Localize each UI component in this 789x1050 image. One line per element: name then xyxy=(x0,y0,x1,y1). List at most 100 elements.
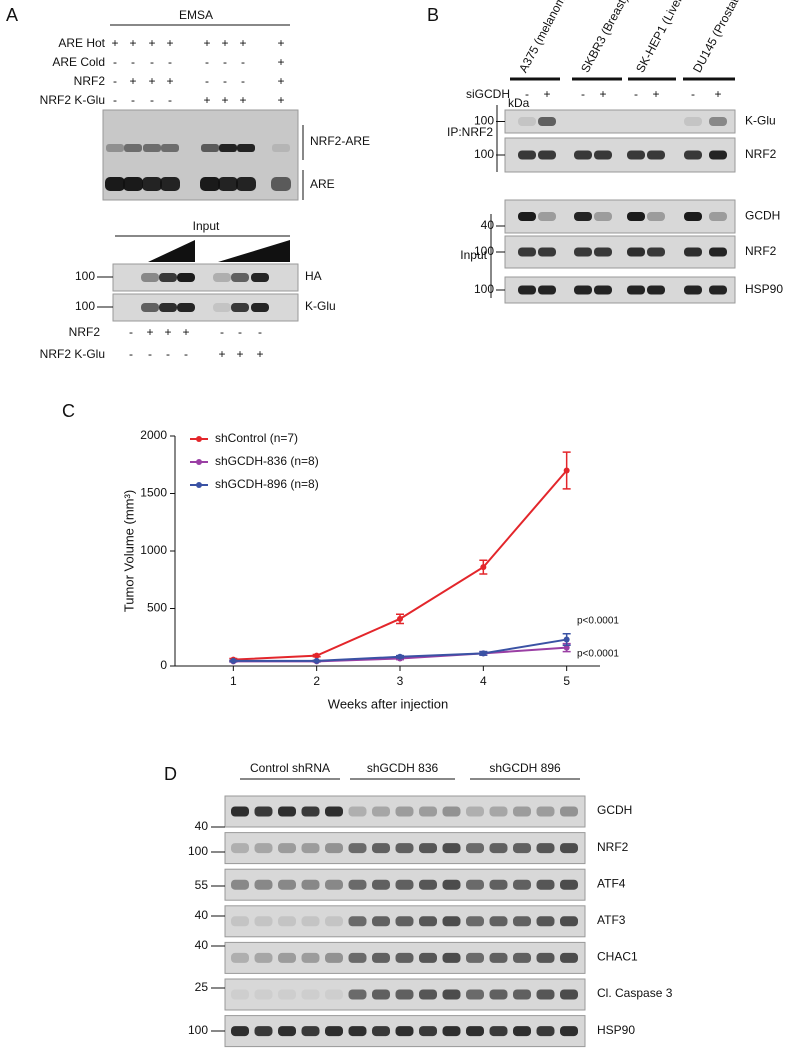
band xyxy=(348,989,367,1000)
band xyxy=(466,806,484,817)
blot-label: GCDH xyxy=(597,803,632,817)
cell-line: SK-HEP1 (Liver) xyxy=(633,0,687,75)
band xyxy=(647,285,665,295)
band xyxy=(560,952,578,963)
sign: - xyxy=(223,55,227,69)
band xyxy=(560,879,578,890)
mw-marker: 40 xyxy=(195,908,209,922)
band xyxy=(647,212,665,221)
sign: - xyxy=(634,87,638,101)
row-label: ARE Hot xyxy=(58,36,105,50)
band xyxy=(574,212,592,221)
sign: + xyxy=(146,325,153,339)
band xyxy=(574,285,592,295)
sign: + xyxy=(599,87,606,101)
band xyxy=(574,150,592,160)
blot-label: ATF3 xyxy=(597,913,626,927)
band xyxy=(395,916,414,927)
band xyxy=(489,843,508,854)
band xyxy=(513,843,531,854)
y-tick-label: 1000 xyxy=(140,543,167,557)
band xyxy=(372,1026,390,1037)
panel-label: C xyxy=(62,401,75,421)
band xyxy=(419,916,437,927)
input-label: Input xyxy=(193,219,220,233)
sign: + xyxy=(239,36,246,50)
band xyxy=(538,212,556,221)
band xyxy=(348,879,367,890)
band xyxy=(538,150,556,160)
sign: + xyxy=(221,36,228,50)
sign: - xyxy=(168,93,172,107)
band xyxy=(536,879,555,890)
band xyxy=(348,1026,367,1037)
band-label: ARE xyxy=(310,177,335,191)
legend-dot xyxy=(196,436,202,442)
y-axis-label: Tumor Volume (mm³) xyxy=(121,490,136,612)
blot-label: HSP90 xyxy=(745,282,783,296)
point xyxy=(397,653,403,660)
band xyxy=(627,285,645,295)
mw-marker: 100 xyxy=(188,1023,208,1037)
cell-line: DU145 (Prostate) xyxy=(690,0,746,75)
legend-label: shGCDH-836 (n=8) xyxy=(215,454,319,468)
input-label: Input xyxy=(460,248,487,262)
band xyxy=(594,285,612,295)
legend-dot xyxy=(196,459,202,465)
sign: - xyxy=(113,55,117,69)
band xyxy=(489,1026,508,1037)
band xyxy=(372,916,390,927)
band xyxy=(518,150,536,160)
band xyxy=(513,1026,531,1037)
band xyxy=(684,285,702,295)
band xyxy=(684,150,702,160)
band xyxy=(594,247,612,257)
band xyxy=(278,843,296,854)
band xyxy=(254,989,273,1000)
band xyxy=(419,843,437,854)
mw-marker: 40 xyxy=(195,938,209,952)
band xyxy=(218,177,238,191)
band xyxy=(278,989,296,1000)
series-line xyxy=(233,469,568,661)
cell-line: SKBR3 (Breast) xyxy=(578,0,630,75)
band xyxy=(419,952,437,963)
legend-dot xyxy=(196,482,202,488)
band xyxy=(489,806,508,817)
band xyxy=(325,806,343,817)
band xyxy=(251,303,269,312)
band xyxy=(518,212,536,221)
band xyxy=(466,1026,484,1037)
sign: + xyxy=(129,74,136,88)
sign: + xyxy=(166,74,173,88)
row-label: NRF2 xyxy=(69,325,101,339)
band xyxy=(301,916,320,927)
sign: + xyxy=(203,93,210,107)
sign: - xyxy=(691,87,695,101)
band xyxy=(231,879,249,890)
blot xyxy=(112,293,299,322)
sign: - xyxy=(129,347,133,361)
sign: - xyxy=(113,93,117,107)
sign: - xyxy=(184,347,188,361)
band xyxy=(372,806,390,817)
band xyxy=(513,952,531,963)
band xyxy=(201,144,219,152)
band-label: NRF2-ARE xyxy=(310,134,370,148)
band xyxy=(518,247,536,257)
blot-label: NRF2 xyxy=(745,244,777,258)
band xyxy=(594,150,612,160)
band xyxy=(141,303,159,312)
sign: - xyxy=(220,325,224,339)
band xyxy=(419,879,437,890)
band xyxy=(574,247,592,257)
row-label: NRF2 K-Glu xyxy=(40,347,105,361)
band xyxy=(301,989,320,1000)
band xyxy=(466,952,484,963)
band xyxy=(627,212,645,221)
band xyxy=(272,144,290,152)
ip-label: IP:NRF2 xyxy=(447,125,493,139)
sign: - xyxy=(238,325,242,339)
band xyxy=(231,989,249,1000)
sign: + xyxy=(714,87,721,101)
